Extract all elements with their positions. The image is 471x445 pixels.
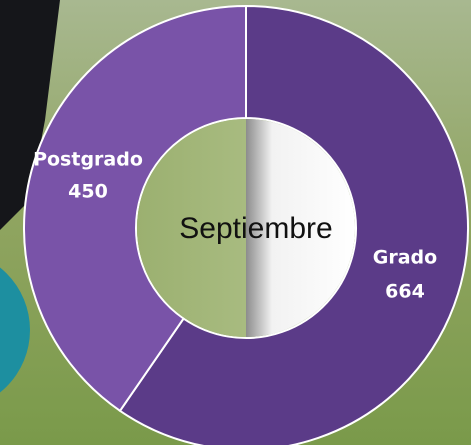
slice-value: 450 <box>68 181 108 203</box>
center-label: Septiembre <box>179 212 332 245</box>
slice-label: Postgrado <box>33 149 143 171</box>
background-figure <box>0 0 60 230</box>
slice-label: Grado <box>373 247 437 269</box>
slice-value: 664 <box>385 281 425 303</box>
donut-hole <box>137 119 355 337</box>
donut <box>23 4 469 445</box>
background-circle <box>0 267 30 393</box>
donut-slice <box>118 4 469 445</box>
donut-slice <box>23 4 247 413</box>
